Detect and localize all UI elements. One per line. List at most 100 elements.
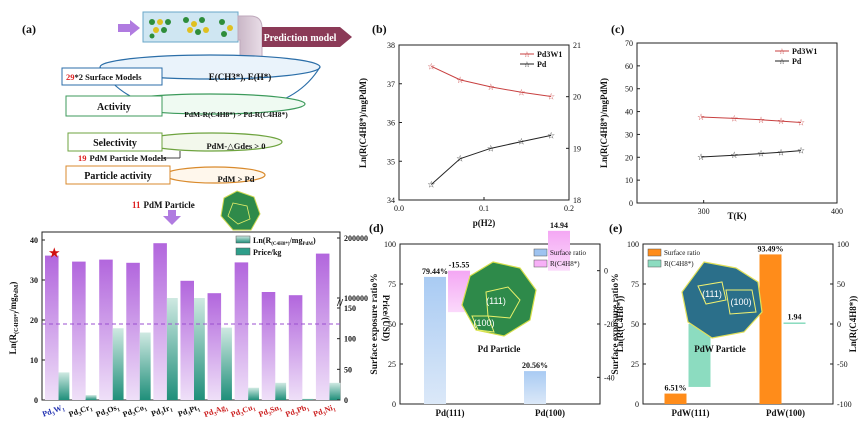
x-tick-label: Pd3Pb1 bbox=[284, 402, 311, 421]
x-tick-label: Pd3Cr1 bbox=[68, 402, 95, 421]
activity-label: Activity bbox=[97, 102, 131, 113]
svg-text:☆: ☆ bbox=[778, 57, 785, 66]
activity-bar bbox=[153, 243, 167, 400]
value-label: 6.51% bbox=[665, 384, 687, 393]
pdw-particle-inset: (111) (100) PdW Particle bbox=[681, 261, 763, 354]
series-line bbox=[431, 65, 552, 98]
particle-activity-label: Particle activity bbox=[84, 171, 151, 182]
e-legend-surface: Surface ratio bbox=[664, 249, 700, 257]
b-xlabel: p(H2) bbox=[473, 218, 496, 228]
panel-a-diagram: (a) Prediction model 29*2 Surface Models… bbox=[22, 11, 352, 231]
activity-bar bbox=[261, 292, 276, 400]
c-legend-pdw: Pd3W1 bbox=[792, 47, 817, 56]
x-tick-label: 400 bbox=[831, 207, 843, 216]
d-ylabel: Surface exposure ratio% bbox=[370, 273, 380, 374]
particle-icon bbox=[220, 190, 261, 231]
value-label: 79.44% bbox=[422, 267, 448, 276]
y-tick-label: 40 bbox=[30, 236, 38, 245]
y2-tick-label: -100 bbox=[837, 400, 852, 409]
value-label: -15.55 bbox=[449, 261, 470, 270]
y-tick-label: 70 bbox=[625, 39, 633, 48]
price-bar bbox=[275, 382, 287, 400]
x-tick-label: 0.2 bbox=[564, 204, 574, 213]
input-structures bbox=[142, 11, 239, 43]
c-axes: 300 400 0 10 20 30 40 50 60 70 bbox=[625, 39, 843, 216]
y-tick-label: 50 bbox=[388, 320, 396, 329]
legend-price-label: Price/kg bbox=[253, 248, 281, 257]
data-point-star-icon: ☆ bbox=[456, 75, 464, 85]
activity-bar bbox=[99, 259, 113, 400]
x-tick-label: 0.1 bbox=[479, 204, 489, 213]
pdw-particle-caption: PdW Particle bbox=[694, 344, 746, 354]
price-bar bbox=[85, 395, 97, 400]
x-tick-label: 300 bbox=[698, 207, 710, 216]
facet-111-label: (111) bbox=[486, 296, 506, 306]
surface-models-box bbox=[61, 67, 163, 86]
y2-tick-label: 100 bbox=[837, 240, 849, 249]
e-bars: 6.51%-78.6793.49%1.94 bbox=[664, 244, 806, 404]
y-tick-label: 75 bbox=[388, 280, 396, 289]
d-legend: Surface ratio R(C4H8*) bbox=[533, 248, 586, 268]
price-bar bbox=[58, 372, 70, 400]
svg-text:☆: ☆ bbox=[523, 60, 530, 69]
b-axes: 0.0 0.1 0.2 34 35 36 37 38 18 19 20 21 bbox=[387, 41, 581, 213]
y2-tick-label: -50 bbox=[837, 360, 848, 369]
y2-tick-label: 100000 bbox=[344, 294, 368, 303]
activity-rule: PdM-R(C4H8*) > Pd-R(C4H8*) bbox=[184, 110, 288, 119]
y-tick-label: 20 bbox=[625, 153, 633, 162]
data-point-star-icon: ☆ bbox=[757, 115, 765, 125]
b-legend: ☆ Pd3W1 ☆ Pd bbox=[520, 50, 562, 69]
b-ylabel: Ln(R(C4H8*)/mgPdM) bbox=[358, 78, 368, 168]
r-value-bar bbox=[783, 322, 806, 324]
activity-bar bbox=[234, 262, 249, 400]
x-tick-label: Pd3Ni1 bbox=[312, 402, 337, 420]
c-legend-pd: Pd bbox=[792, 57, 802, 66]
surface-ratio-bar bbox=[424, 276, 446, 404]
panel-e-label: (e) bbox=[609, 221, 622, 235]
y2-tick-label: -40 bbox=[604, 373, 615, 382]
data-point-star-icon: ☆ bbox=[547, 130, 555, 140]
b-legend-pd: Pd bbox=[537, 60, 547, 69]
c-xlabel: T(K) bbox=[728, 211, 747, 221]
facet-111-label: (111) bbox=[702, 289, 722, 299]
r-value-bar bbox=[548, 230, 570, 271]
price-bar bbox=[166, 298, 178, 400]
x-tick-labels: Pd3W1 Pd3Cr1 Pd3Os1 Pd3Co1 Pd3Ir1 Pd3Pt1 Pd3Ag… bbox=[41, 402, 337, 421]
b-series: ☆ ☆ ☆ ☆ ☆ ☆ ☆ ☆ ☆ ☆ bbox=[427, 61, 555, 189]
e-y2label: Ln(R(C4H8*)) bbox=[848, 296, 858, 353]
price-bar bbox=[248, 387, 260, 400]
y-tick-label: 100 bbox=[627, 240, 639, 249]
y-tick-label: 37 bbox=[387, 80, 395, 89]
price-bar bbox=[139, 332, 151, 400]
down-arrow-icon bbox=[163, 210, 181, 225]
y-tick-label: 50 bbox=[625, 85, 633, 94]
x-tick-label: Pd3Pt1 bbox=[177, 403, 202, 421]
x-tick-label: Pd(100) bbox=[535, 408, 565, 418]
data-point-star-icon: ☆ bbox=[547, 92, 555, 102]
e-legend-r: R(C4H8*) bbox=[664, 260, 694, 268]
series-line bbox=[700, 116, 802, 124]
y-tick-label: 20 bbox=[30, 316, 38, 325]
activity-box bbox=[65, 95, 163, 117]
activity-bar bbox=[72, 261, 86, 400]
y2-tick-label: 18 bbox=[573, 196, 581, 205]
x-tick-label: PdW(111) bbox=[671, 408, 709, 418]
d-axes: Pd(111) Pd(100) 0 25 50 75 100 0 -20 -40 bbox=[384, 240, 615, 418]
selectivity-label: Selectivity bbox=[93, 138, 137, 149]
y-tick-label: 60 bbox=[625, 62, 633, 71]
surface-ratio-bar bbox=[664, 393, 687, 404]
pd-particle-inset: (111) (100) Pd Particle bbox=[461, 261, 537, 354]
r-value-bar bbox=[688, 324, 711, 387]
activity-bar bbox=[180, 280, 194, 400]
panel-d-label: (d) bbox=[369, 221, 384, 235]
y2-tick-label: 0 bbox=[604, 267, 608, 276]
structure-icon bbox=[149, 17, 233, 39]
data-point-star-icon: ☆ bbox=[487, 82, 495, 92]
activity-bar bbox=[45, 255, 59, 400]
y-tick-label: 36 bbox=[387, 119, 395, 128]
x-tick-label: Pd3Sn1 bbox=[257, 402, 283, 421]
chart-e: (e) 6.51%-78.6793.49%1.94 PdW(111)PdW(10… bbox=[609, 221, 858, 418]
panel-a-label: (a) bbox=[22, 22, 36, 36]
data-point-star-icon: ☆ bbox=[797, 118, 805, 128]
